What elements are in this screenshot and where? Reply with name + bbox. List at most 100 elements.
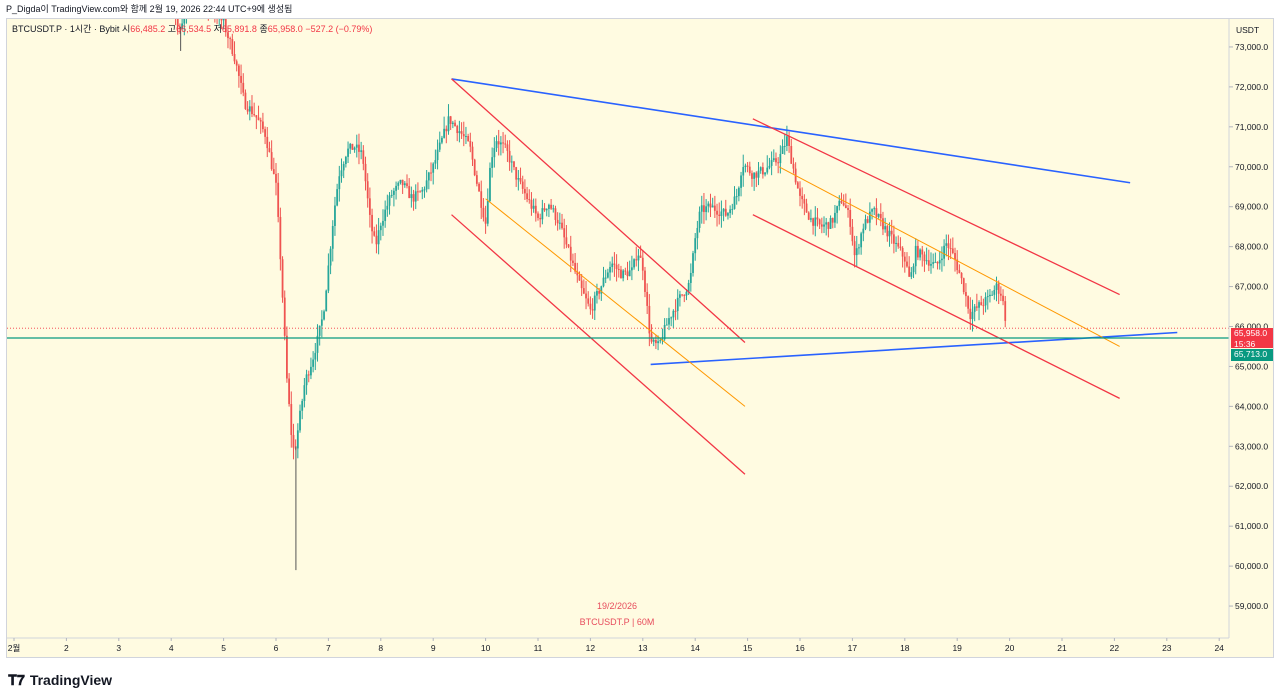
- candle-body: [360, 150, 363, 152]
- candle-body: [521, 181, 524, 189]
- x-tick-label: 13: [638, 643, 648, 653]
- candle-body: [742, 167, 745, 176]
- candle-body: [851, 226, 854, 242]
- candle-body: [700, 205, 703, 212]
- x-tick-label: 12: [586, 643, 596, 653]
- candle-body: [576, 271, 579, 276]
- candle-body: [816, 217, 819, 220]
- tradingview-logo[interactable]: 𝐓𝟕 TradingView: [8, 670, 112, 690]
- candle-body: [943, 245, 945, 259]
- candle-body: [971, 311, 974, 320]
- candle-body: [272, 169, 275, 174]
- candle-body: [945, 243, 948, 246]
- candle-body: [172, 0, 174, 3]
- candle-body: [731, 208, 734, 210]
- candle-body: [246, 108, 249, 112]
- candle-body: [379, 225, 382, 231]
- candle-body: [510, 161, 513, 163]
- y-tick-label: 73,000.0: [1235, 42, 1268, 52]
- candle-body: [753, 172, 756, 179]
- y-tick-label: 64,000.0: [1235, 401, 1268, 411]
- candle-body: [307, 374, 310, 376]
- candle-body: [727, 213, 729, 216]
- candle-body: [903, 256, 906, 262]
- candle-body: [873, 208, 876, 210]
- candle-body: [515, 167, 518, 180]
- candle-body: [399, 179, 402, 183]
- y-tick-label: 60,000.0: [1235, 561, 1268, 571]
- y-tick-label: 61,000.0: [1235, 521, 1268, 531]
- candle-body: [847, 208, 849, 210]
- candle-body: [203, 4, 205, 7]
- candle-body: [882, 218, 884, 230]
- candle-body: [288, 378, 290, 405]
- candle-body: [224, 19, 227, 33]
- candle-body: [722, 208, 725, 212]
- candle-body: [430, 172, 432, 174]
- candle-body: [283, 297, 286, 336]
- candle-body: [969, 308, 972, 320]
- candle-body: [548, 204, 550, 209]
- candle-body: [543, 208, 546, 211]
- candle-body: [545, 208, 548, 211]
- channel-midline: [485, 198, 746, 407]
- candle-body: [270, 152, 273, 170]
- x-tick-label: 18: [900, 643, 910, 653]
- candle-body: [746, 165, 749, 167]
- candle-body: [779, 153, 782, 164]
- candle-body: [995, 283, 998, 290]
- candle-body: [672, 310, 675, 318]
- legend-low-label: 저: [213, 24, 222, 34]
- candle-body: [831, 218, 834, 223]
- candle-body: [818, 219, 821, 225]
- candle-body: [585, 293, 587, 299]
- candle-body: [689, 273, 692, 283]
- candle-body: [875, 208, 878, 217]
- candle-body: [858, 247, 860, 249]
- candle-body: [735, 196, 738, 198]
- candle-body: [410, 194, 413, 199]
- candle-body: [286, 335, 288, 379]
- candle-body: [982, 305, 985, 307]
- candle-body: [465, 136, 467, 138]
- candle-body: [838, 200, 841, 207]
- candle-body: [965, 292, 967, 297]
- x-tick-label: 6: [274, 643, 279, 653]
- candle-body: [639, 255, 642, 258]
- candle-body: [580, 280, 583, 289]
- candle-body: [703, 205, 705, 213]
- candle-body: [188, 5, 190, 10]
- candle-body: [751, 173, 753, 179]
- candle-body: [334, 205, 336, 227]
- candle-body: [393, 190, 395, 195]
- candle-body: [537, 213, 539, 218]
- x-tick-label: 2월: [8, 643, 21, 653]
- candle-body: [958, 270, 961, 273]
- candle-body: [262, 121, 264, 130]
- y-tick-label: 59,000.0: [1235, 601, 1268, 611]
- candle-body: [296, 430, 299, 449]
- candle-body: [251, 106, 253, 115]
- x-tick-label: 7: [326, 643, 331, 653]
- candle-body: [299, 410, 301, 431]
- x-tick-label: 22: [1110, 643, 1120, 653]
- candle-body: [864, 219, 867, 229]
- candle-body: [441, 137, 443, 143]
- x-tick-label: 14: [690, 643, 700, 653]
- legend-close-label: 종: [259, 24, 268, 34]
- tradingview-logo-icon: 𝐓𝟕: [8, 671, 25, 688]
- candle-body: [524, 188, 526, 194]
- candle-body: [216, 15, 218, 19]
- candle-body: [598, 291, 601, 294]
- candle-body: [788, 136, 790, 147]
- candle-body: [718, 214, 721, 216]
- candle-body: [355, 144, 358, 148]
- channel-line: [451, 78, 746, 343]
- candle-body: [759, 167, 762, 171]
- candle-body: [471, 146, 474, 160]
- trendline-blue: [650, 331, 1178, 366]
- candle-body: [685, 291, 688, 296]
- x-tick-label: 8: [378, 643, 383, 653]
- candle-body: [482, 207, 485, 218]
